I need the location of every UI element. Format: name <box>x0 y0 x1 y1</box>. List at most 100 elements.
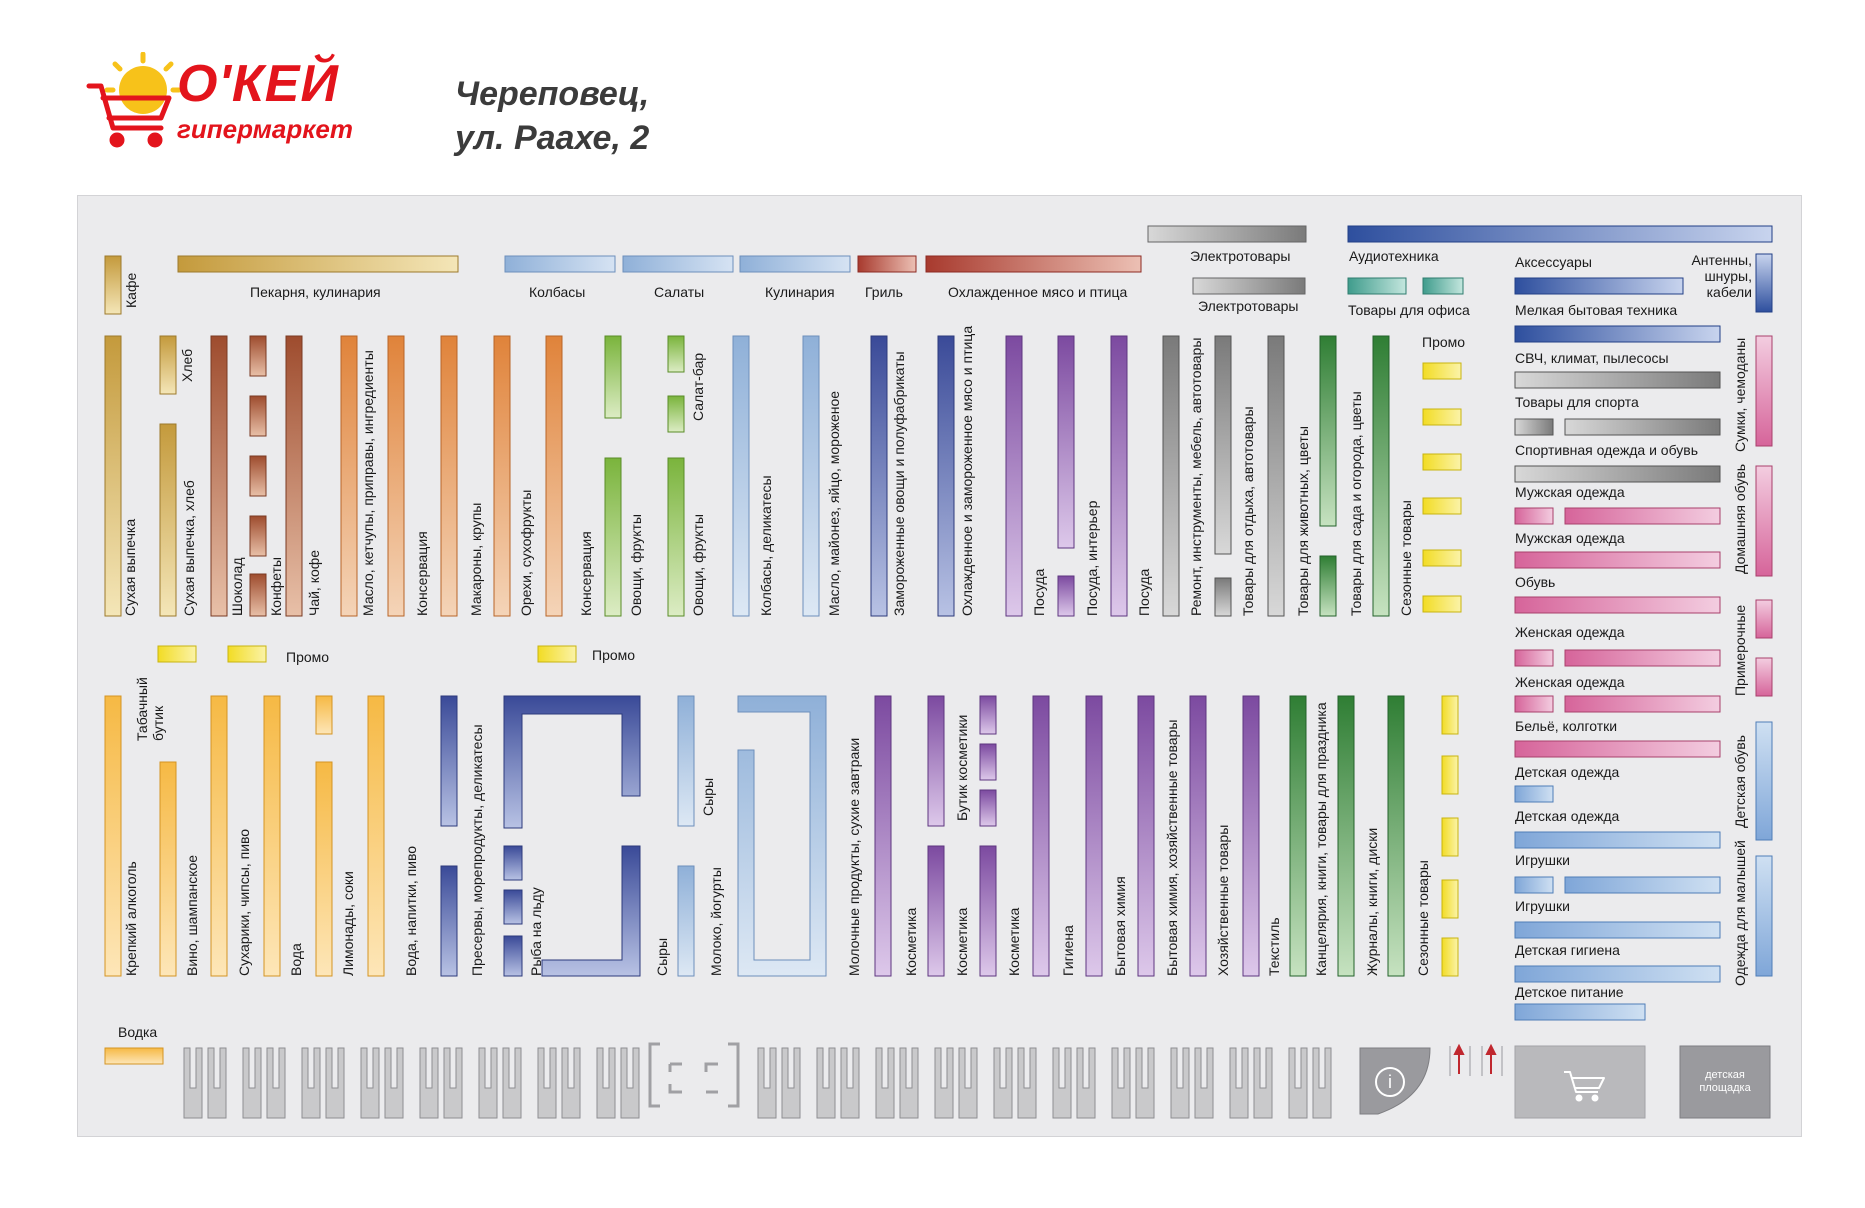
label-veg-2: Овощи, фрукты <box>690 514 706 616</box>
wine-shelf <box>159 761 177 977</box>
cosmetics-boutique-2 <box>979 743 997 781</box>
bread-shelf <box>159 335 177 395</box>
checkout-lane <box>1052 1047 1096 1119</box>
label-water-drinks-beer: Вода, напитки, пиво <box>403 845 419 976</box>
label-antennas: Антенны, шнуры, кабели <box>1691 252 1752 300</box>
label-men-2: Мужская одежда <box>1515 530 1625 546</box>
women-shelf-2a <box>1514 695 1554 713</box>
label-bags: Сумки, чемоданы <box>1732 337 1748 452</box>
label-salad-bar: Салат-бар <box>690 352 706 421</box>
label-fish-ice: Рыба на льду <box>528 887 544 976</box>
label-wine: Вино, шампанское <box>184 854 200 976</box>
grill-counter <box>857 255 917 273</box>
checkout-lane <box>1170 1047 1214 1119</box>
label-snacks-beer: Сухарики, чипсы, пиво <box>236 828 252 976</box>
hygiene-shelf <box>1085 695 1103 977</box>
label-toys-1: Игрушки <box>1515 852 1570 868</box>
label-cheese-1: Сыры <box>654 937 670 976</box>
label-frozen-veg: Замороженные овощи и полуфабрикаты <box>891 351 907 616</box>
label-sweets: Конфеты <box>268 557 284 616</box>
label-dishes-1: Посуда <box>1031 568 1047 616</box>
label-kids-area: детская площадка <box>1699 1069 1751 1094</box>
kids-wear-shelf-2 <box>1514 831 1721 849</box>
kids-wear-shelf-1 <box>1514 785 1554 803</box>
label-seasonal-1: Сезонные товары <box>1398 500 1414 616</box>
label-pets-flowers: Товары для животных, цветы <box>1295 426 1311 616</box>
info-icon <box>1375 1067 1405 1097</box>
checkout-lane <box>360 1047 404 1119</box>
dry-bakery-shelf <box>104 335 122 617</box>
label-electro-1: Электротовары <box>1190 248 1291 264</box>
office-shelf-1 <box>1347 277 1407 295</box>
electro-shelf-1 <box>1147 225 1307 243</box>
milk-counter <box>737 695 827 977</box>
label-vodka: Водка <box>118 1024 158 1040</box>
label-cheese-2: Сыры <box>700 777 716 816</box>
dishes-interior-shelf-2 <box>1057 575 1075 617</box>
promo-block-1 <box>1422 362 1462 380</box>
sport-goods-shelf-1 <box>1514 418 1554 436</box>
sweets-block-4 <box>249 515 267 557</box>
label-water-1: Вода <box>288 943 304 976</box>
label-cosmetics-boutique: Бутик косметики <box>954 714 970 821</box>
checkout-lane <box>419 1047 463 1119</box>
veg-shelf-1 <box>604 457 622 617</box>
lingerie-shelf <box>1514 740 1721 758</box>
label-sport-goods: Товары для спорта <box>1515 394 1639 410</box>
label-nuts: Орехи, сухофрукты <box>518 489 534 616</box>
label-home-shoes: Домашняя обувь <box>1732 463 1748 574</box>
pasta-shelf <box>493 335 511 617</box>
cosmetics-boutique-1 <box>979 695 997 735</box>
label-leisure-auto: Товары для отдыха, автотовары <box>1240 406 1256 616</box>
men-shelf-1b <box>1564 507 1721 525</box>
label-tobacco: Табачный бутик <box>134 677 166 741</box>
salad-bar-1 <box>667 335 685 373</box>
dry-bakery-bread-shelf <box>159 423 177 617</box>
preserves-shelf-1 <box>440 695 458 827</box>
label-dishes-interior: Посуда, интерьер <box>1084 500 1100 616</box>
promo-row-2 <box>227 645 267 663</box>
salad-bar-2 <box>667 395 685 433</box>
seasonal-lower-2 <box>1441 755 1459 795</box>
label-audio: Аудиотехника <box>1349 248 1439 264</box>
label-oil-sauces: Масло, кетчупы, приправы, ингредиенты <box>360 350 376 616</box>
vodka-shelf <box>104 1047 164 1065</box>
women-shelf-1a <box>1514 649 1554 667</box>
household-goods-shelf <box>1242 695 1260 977</box>
label-culinary: Кулинария <box>765 284 835 300</box>
preserves-shelf-2 <box>440 865 458 977</box>
label-chilled-frozen-meat: Охлажденное и замороженное мясо и птица <box>959 325 975 616</box>
label-office: Товары для офиса <box>1348 302 1470 318</box>
label-men-1: Мужская одежда <box>1515 484 1625 500</box>
bakery-counter <box>177 255 459 273</box>
cafe-counter <box>104 255 122 315</box>
promo-block-2 <box>1422 408 1462 426</box>
antennas-shelf <box>1755 253 1773 313</box>
canned-shelf-2 <box>604 335 622 419</box>
label-dry-bakery-bread: Сухая выпечка, хлеб <box>181 480 197 616</box>
men-shelf-2 <box>1514 551 1721 569</box>
promo-row-1 <box>157 645 197 663</box>
frozen-meat-shelf <box>937 335 955 617</box>
checkout-lane <box>1288 1047 1332 1119</box>
label-stationery: Канцелярия, книги, товары для праздника <box>1313 702 1329 976</box>
water-shelf-1 <box>263 695 281 977</box>
magazines-shelf <box>1387 695 1405 977</box>
cosmetics-shelf-1b <box>927 845 945 977</box>
label-toys-2: Игрушки <box>1515 898 1570 914</box>
accessories-shelf <box>1514 277 1684 295</box>
label-cafe: Кафе <box>123 272 139 308</box>
sausages-counter <box>504 255 616 273</box>
label-strong-alcohol: Крепкий алкоголь <box>123 861 139 976</box>
label-garden-flowers: Товары для сада и огорода, цветы <box>1348 391 1364 616</box>
dishes-shelf-2 <box>1110 335 1128 617</box>
label-magazines: Журналы, книги, диски <box>1364 827 1380 976</box>
address-city: Череповец, <box>455 75 650 113</box>
oil-sauces-shelf-2 <box>387 335 405 617</box>
checkout-lane <box>934 1047 978 1119</box>
chilled-meat-counter <box>925 255 1142 273</box>
okey-logo: О'КЕЙ гипермаркет <box>85 51 405 152</box>
label-bread: Хлеб <box>179 348 195 382</box>
checkout-lane <box>1111 1047 1155 1119</box>
electro-shelf-2 <box>1192 277 1306 295</box>
